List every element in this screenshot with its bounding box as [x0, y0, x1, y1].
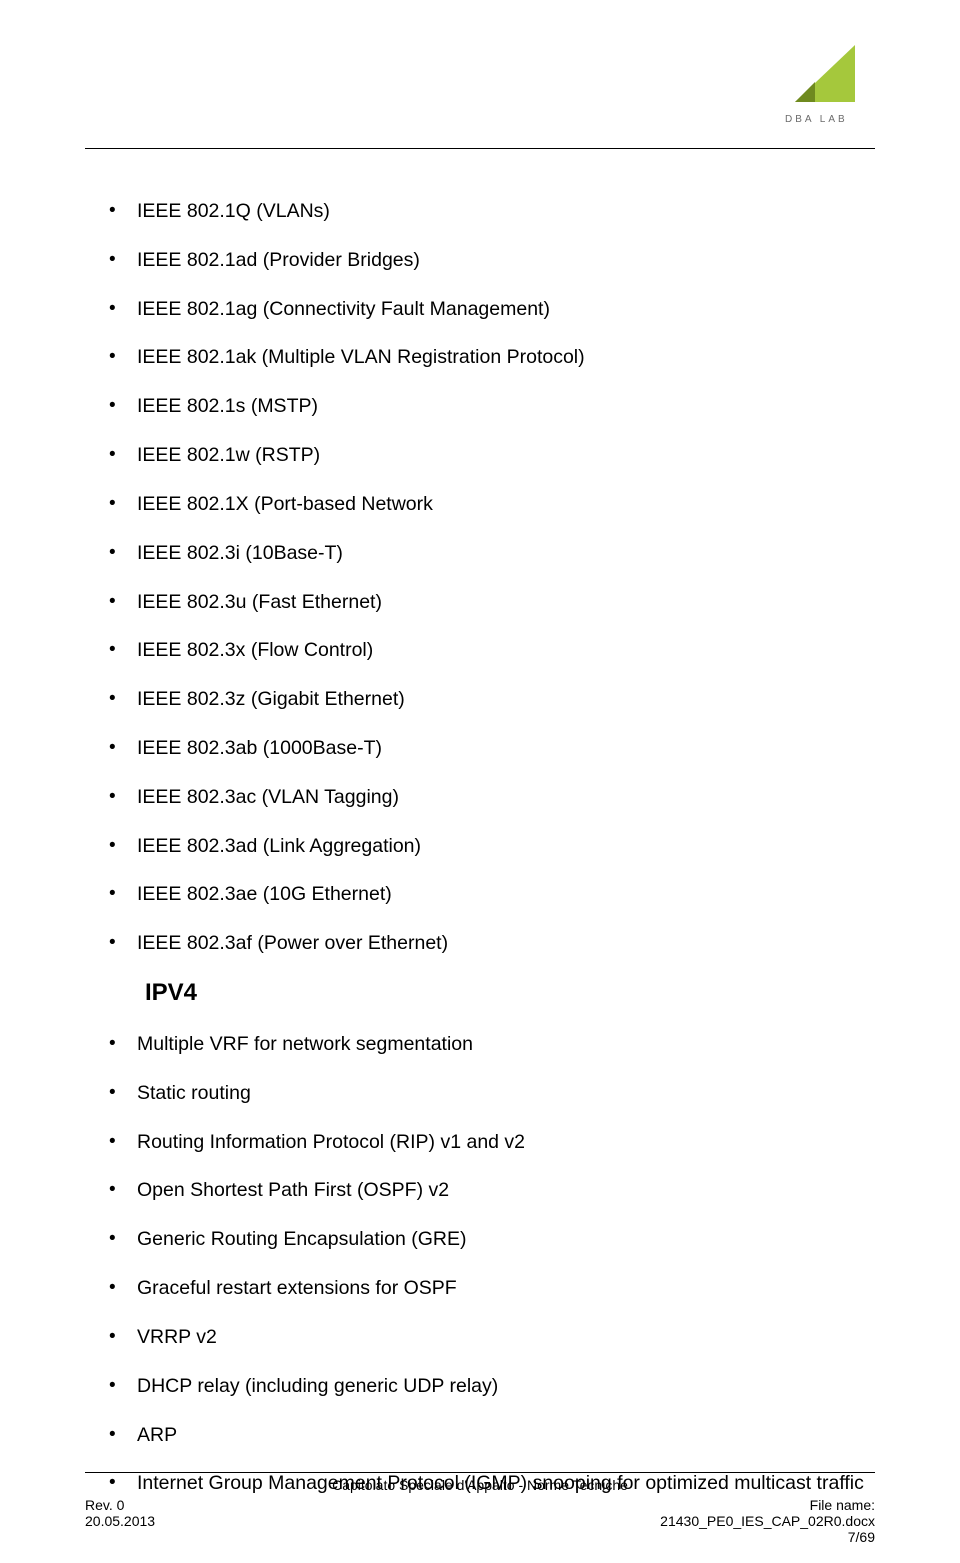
list-item: IEEE 802.1ad (Provider Bridges)	[109, 247, 875, 273]
list-item: Open Shortest Path First (OSPF) v2	[109, 1177, 875, 1203]
list-item: IEEE 802.1Q (VLANs)	[109, 198, 875, 224]
footer-filename-label: File name:	[660, 1497, 875, 1513]
list-item: IEEE 802.1w (RSTP)	[109, 442, 875, 468]
list-item: DHCP relay (including generic UDP relay)	[109, 1373, 875, 1399]
footer-title: Capitolato Speciale d'Appalto - Norme Te…	[85, 1477, 875, 1493]
list-item: IEEE 802.3i (10Base-T)	[109, 540, 875, 566]
logo-text: DBA LAB	[785, 114, 848, 125]
list-item: IEEE 802.3af (Power over Ethernet)	[109, 930, 875, 956]
ipv4-features-list: Multiple VRF for network segmentation St…	[85, 1031, 875, 1497]
document-body: IEEE 802.1Q (VLANs) IEEE 802.1ad (Provid…	[85, 48, 875, 1497]
footer-revision: Rev. 0	[85, 1497, 155, 1513]
list-item: IEEE 802.1X (Port-based Network	[109, 491, 875, 517]
list-item: IEEE 802.3x (Flow Control)	[109, 637, 875, 663]
list-item: IEEE 802.3ae (10G Ethernet)	[109, 881, 875, 907]
logo: DBA LAB	[765, 40, 875, 130]
list-item: IEEE 802.1ak (Multiple VLAN Registration…	[109, 344, 875, 370]
list-item: IEEE 802.3ad (Link Aggregation)	[109, 833, 875, 859]
list-item: IEEE 802.1ag (Connectivity Fault Managem…	[109, 296, 875, 322]
list-item: Graceful restart extensions for OSPF	[109, 1275, 875, 1301]
list-item: IEEE 802.1s (MSTP)	[109, 393, 875, 419]
list-item: Multiple VRF for network segmentation	[109, 1031, 875, 1057]
footer-divider	[85, 1472, 875, 1473]
list-item: IEEE 802.3u (Fast Ethernet)	[109, 589, 875, 615]
list-item: Generic Routing Encapsulation (GRE)	[109, 1226, 875, 1252]
footer-date: 20.05.2013	[85, 1513, 155, 1529]
footer-page-number: 7/69	[660, 1529, 875, 1545]
list-item: IEEE 802.3z (Gigabit Ethernet)	[109, 686, 875, 712]
page-footer: Capitolato Speciale d'Appalto - Norme Te…	[85, 1472, 875, 1545]
ieee-standards-list: IEEE 802.1Q (VLANs) IEEE 802.1ad (Provid…	[85, 198, 875, 957]
footer-filename: 21430_PE0_IES_CAP_02R0.docx	[660, 1513, 875, 1529]
header-divider	[85, 148, 875, 149]
list-item: ARP	[109, 1422, 875, 1448]
list-item: Static routing	[109, 1080, 875, 1106]
list-item: IEEE 802.3ac (VLAN Tagging)	[109, 784, 875, 810]
list-item: VRRP v2	[109, 1324, 875, 1350]
list-item: Routing Information Protocol (RIP) v1 an…	[109, 1129, 875, 1155]
section-heading-ipv4: IPV4	[145, 979, 875, 1007]
list-item: IEEE 802.3ab (1000Base-T)	[109, 735, 875, 761]
